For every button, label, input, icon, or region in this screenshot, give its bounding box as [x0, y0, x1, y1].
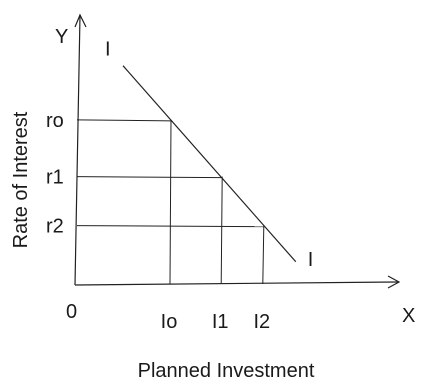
- investment-curve: [122, 65, 297, 263]
- horizontal-guide-1: [76, 176, 223, 179]
- vertical-guide-0: [169, 119, 172, 285]
- x-axis-arrow: [387, 275, 401, 289]
- curve-label-bottom: I: [308, 249, 314, 271]
- y-axis-title: Rate of Interest: [10, 111, 32, 248]
- x-axis: [74, 281, 399, 286]
- y-axis: [74, 14, 81, 286]
- vertical-guide-2: [262, 225, 265, 285]
- x-tick-label-1: I1: [212, 311, 229, 333]
- x-axis-title: Planned Investment: [138, 360, 315, 381]
- curve-label-top: I: [105, 39, 111, 61]
- horizontal-guide-0: [76, 119, 172, 122]
- y-tick-label-0: ro: [46, 110, 64, 132]
- x-tick-label-2: I2: [253, 311, 270, 333]
- chart-marks: I Iro Io r1 I1 r2 I2: [46, 39, 313, 333]
- y-axis-name: Y: [55, 26, 68, 48]
- x-axis-name: X: [402, 305, 415, 327]
- vertical-guide-1: [220, 176, 223, 285]
- x-tick-label-0: Io: [161, 311, 178, 333]
- y-tick-label-1: r1: [46, 167, 64, 189]
- y-axis-arrow: [74, 13, 87, 28]
- y-tick-label-2: r2: [46, 216, 64, 238]
- horizontal-guide-2: [76, 225, 264, 228]
- origin-label: 0: [66, 301, 77, 323]
